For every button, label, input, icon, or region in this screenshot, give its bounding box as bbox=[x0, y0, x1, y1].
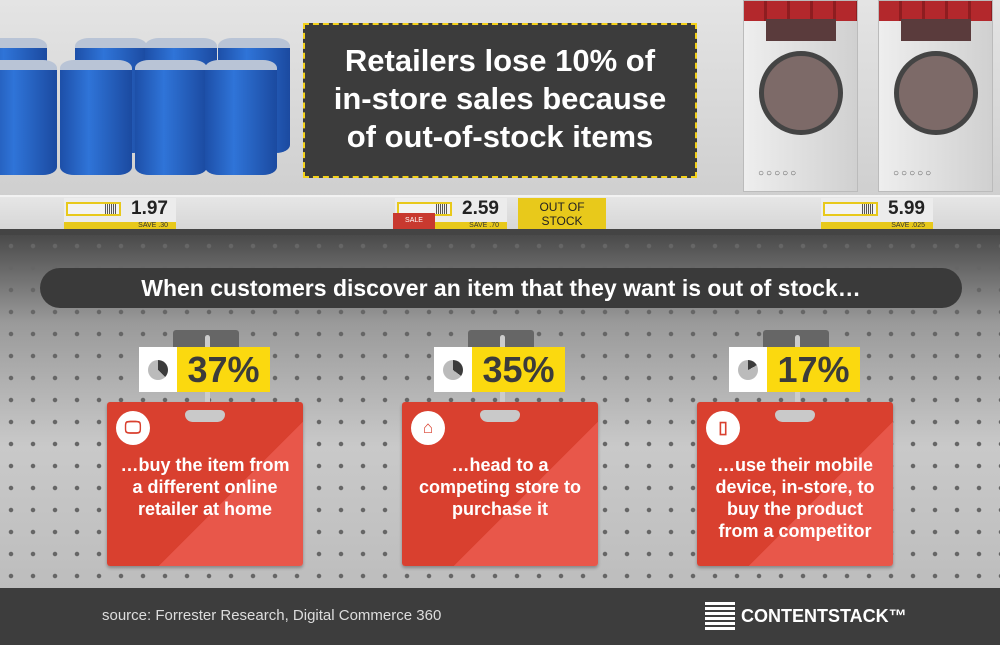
footer bbox=[0, 588, 1000, 645]
headline-line: Retailers lose 10% of bbox=[344, 43, 656, 78]
stat-percent: 35% bbox=[472, 347, 565, 392]
subheading: When customers discover an item that the… bbox=[40, 268, 962, 308]
barcode-icon bbox=[823, 202, 878, 216]
stat-percent: 17% bbox=[767, 347, 860, 392]
product-box: ○○○○○ bbox=[743, 0, 858, 192]
stat-description-card: ▯ …use their mobile device, in-store, to … bbox=[697, 402, 893, 566]
stat-card: 17% ▯ …use their mobile device, in-store,… bbox=[697, 330, 897, 570]
contentstack-logo: CONTENTSTACK™ bbox=[705, 602, 907, 630]
stat-card: 37% 🖵 …buy the item from a different onli… bbox=[107, 330, 307, 570]
hang-slot bbox=[775, 410, 815, 422]
store-icon: ⌂ bbox=[411, 411, 445, 445]
stat-text: …use their mobile device, in-store, to b… bbox=[715, 455, 875, 541]
mobile-icon: ▯ bbox=[706, 411, 740, 445]
shelf-shadow bbox=[0, 229, 1000, 235]
monitor-icon: 🖵 bbox=[116, 411, 150, 445]
pie-icon bbox=[148, 360, 168, 380]
headline-line: in-store sales because bbox=[333, 81, 667, 116]
barcode-icon bbox=[66, 202, 121, 216]
price-tag: 5.99 SAVE .025 bbox=[821, 198, 933, 230]
stat-card: 35% ⌂ …head to a competing store to purch… bbox=[402, 330, 602, 570]
logo-mark-icon bbox=[705, 602, 735, 630]
source-text: source: Forrester Research, Digital Comm… bbox=[102, 607, 442, 624]
stat-description-card: 🖵 …buy the item from a different online r… bbox=[107, 402, 303, 566]
price-tag: 1.97 SAVE .30 bbox=[64, 198, 176, 230]
stat-percent: 37% bbox=[177, 347, 270, 392]
pie-icon bbox=[443, 360, 463, 380]
headline-line: of out-of-stock items bbox=[346, 119, 654, 154]
pie-icon bbox=[738, 360, 758, 380]
hang-slot bbox=[185, 410, 225, 422]
stat-description-card: ⌂ …head to a competing store to purchase … bbox=[402, 402, 598, 566]
sale-badge: SALE bbox=[393, 213, 435, 229]
product-box: ○○○○○ bbox=[878, 0, 993, 192]
hang-slot bbox=[480, 410, 520, 422]
headline-banner: Retailers lose 10% of in-store sales bec… bbox=[303, 23, 697, 178]
stat-text: …buy the item from a different online re… bbox=[120, 455, 290, 519]
stat-text: …head to a competing store to purchase i… bbox=[418, 455, 581, 519]
out-of-stock-tag: OUT OF STOCK bbox=[518, 198, 606, 230]
